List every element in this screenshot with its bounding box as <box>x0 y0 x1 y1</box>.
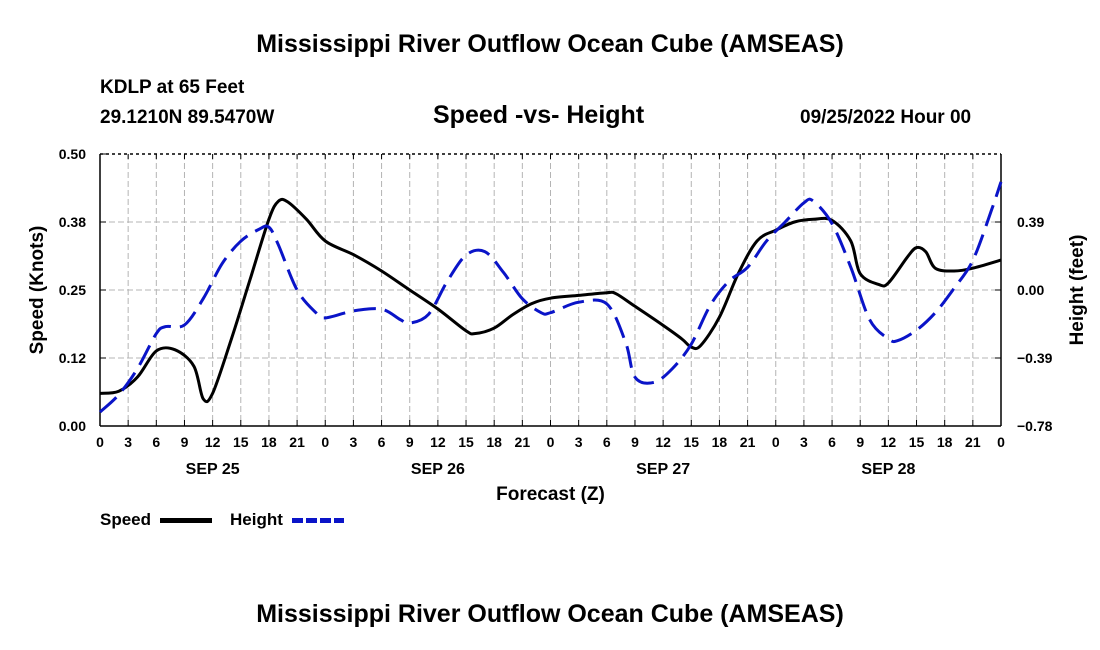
y-tick-label-right: 0.00 <box>1017 282 1044 298</box>
x-tick-label: 0 <box>772 434 780 450</box>
x-tick-label: 3 <box>800 434 808 450</box>
day-label: SEP 25 <box>186 461 240 478</box>
x-tick-label: 3 <box>575 434 583 450</box>
x-tick-label: 9 <box>406 434 414 450</box>
x-tick-label: 18 <box>486 434 502 450</box>
x-tick-label: 12 <box>430 434 446 450</box>
series-lines <box>98 181 1003 414</box>
x-tick-label: 18 <box>261 434 277 450</box>
station-label: KDLP at 65 Feet <box>100 77 245 98</box>
y-tick-label-right: −0.78 <box>1017 418 1053 434</box>
x-axis-title: Forecast (Z) <box>496 484 605 505</box>
x-tick-label: 12 <box>205 434 221 450</box>
chart-subtitle: Speed -vs- Height <box>433 101 645 129</box>
axis-labels: 0 3 6 9 12 15 18 21 0 3 6 9 12 15 18 21 0 3 6 9 12 15 18 21 0 3 6 9… <box>27 146 1088 505</box>
x-tick-label: 21 <box>289 434 305 450</box>
x-tick-label: 6 <box>828 434 836 450</box>
day-label: SEP 26 <box>411 461 465 478</box>
forecast-datetime: 09/25/2022 Hour 00 <box>800 107 972 128</box>
x-tick-label: 3 <box>350 434 358 450</box>
x-tick-label: 9 <box>181 434 189 450</box>
day-label: SEP 28 <box>861 461 915 478</box>
x-tick-label: 0 <box>997 434 1005 450</box>
y-axis-title-right: Height (feet) <box>1067 235 1088 346</box>
series-line-height <box>98 181 1003 414</box>
x-tick-label: 12 <box>881 434 897 450</box>
day-label: SEP 27 <box>636 461 690 478</box>
x-tick-label: 15 <box>233 434 249 450</box>
x-tick-label: 0 <box>96 434 104 450</box>
x-tick-label: 6 <box>378 434 386 450</box>
x-tick-label: 15 <box>458 434 474 450</box>
y-tick-label-right: −0.39 <box>1017 350 1053 366</box>
legend-speed-label: Speed <box>100 510 152 529</box>
chart-title: Mississippi River Outflow Ocean Cube (AM… <box>256 30 844 58</box>
legend-height-label: Height <box>230 510 283 529</box>
series-line-speed <box>99 197 1002 404</box>
x-tick-label: 9 <box>631 434 639 450</box>
grid-lines <box>100 154 1001 426</box>
x-tick-label: 15 <box>909 434 925 450</box>
y-tick-label-left: 0.00 <box>59 418 86 434</box>
x-tick-label: 6 <box>603 434 611 450</box>
y-tick-label-left: 0.38 <box>59 214 86 230</box>
x-tick-label: 21 <box>515 434 531 450</box>
axes <box>99 153 1002 427</box>
y-tick-label-left: 0.25 <box>59 282 86 298</box>
x-tick-label: 3 <box>124 434 132 450</box>
x-tick-label: 18 <box>937 434 953 450</box>
x-tick-label: 6 <box>152 434 160 450</box>
x-tick-label: 15 <box>683 434 699 450</box>
coordinates-label: 29.1210N 89.5470W <box>100 107 275 128</box>
legend-speed-swatch <box>160 518 212 523</box>
x-tick-label: 9 <box>856 434 864 450</box>
y-tick-label-left: 0.12 <box>59 350 86 366</box>
y-axis-title-left: Speed (Knots) <box>27 226 48 355</box>
x-tick-label: 18 <box>712 434 728 450</box>
y-tick-label-left: 0.50 <box>59 146 86 162</box>
legend-height-swatch <box>292 518 344 523</box>
x-tick-label: 21 <box>740 434 756 450</box>
x-tick-label: 21 <box>965 434 981 450</box>
x-tick-label: 12 <box>655 434 671 450</box>
x-tick-label: 0 <box>547 434 555 450</box>
y-tick-label-right: 0.39 <box>1017 214 1044 230</box>
footer-title: Mississippi River Outflow Ocean Cube (AM… <box>256 600 844 628</box>
x-tick-label: 0 <box>321 434 329 450</box>
